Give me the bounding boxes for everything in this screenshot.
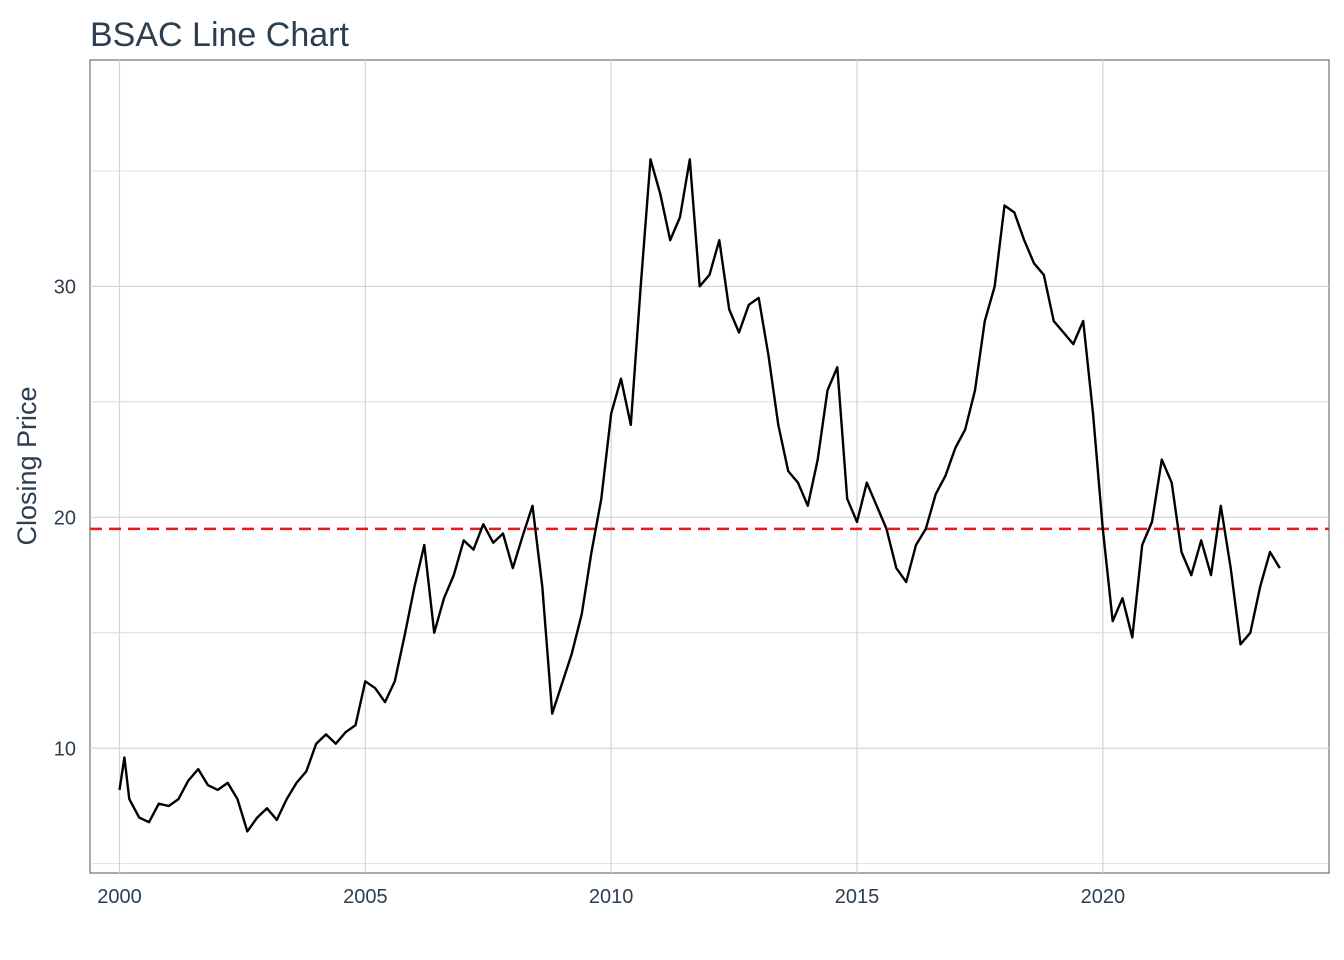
grid-lines — [90, 60, 1329, 873]
chart-title: BSAC Line Chart — [90, 16, 349, 54]
y-tick-label: 10 — [54, 738, 76, 760]
y-tick-labels: 10 20 30 — [54, 276, 76, 760]
y-tick-label: 20 — [54, 507, 76, 529]
x-tick-label: 2000 — [97, 886, 142, 908]
x-tick-label: 2015 — [835, 886, 880, 908]
y-axis-label: Closing Price — [12, 386, 42, 545]
x-tick-label: 2010 — [589, 886, 634, 908]
series-line — [118, 158, 1281, 833]
x-tick-labels: 2000 2005 2010 2015 2020 — [97, 886, 1125, 908]
x-tick-label: 2020 — [1081, 886, 1126, 908]
plot-panel — [89, 59, 1330, 874]
series-group — [118, 158, 1281, 833]
x-tick-label: 2005 — [343, 886, 388, 908]
y-tick-label: 30 — [54, 276, 76, 298]
